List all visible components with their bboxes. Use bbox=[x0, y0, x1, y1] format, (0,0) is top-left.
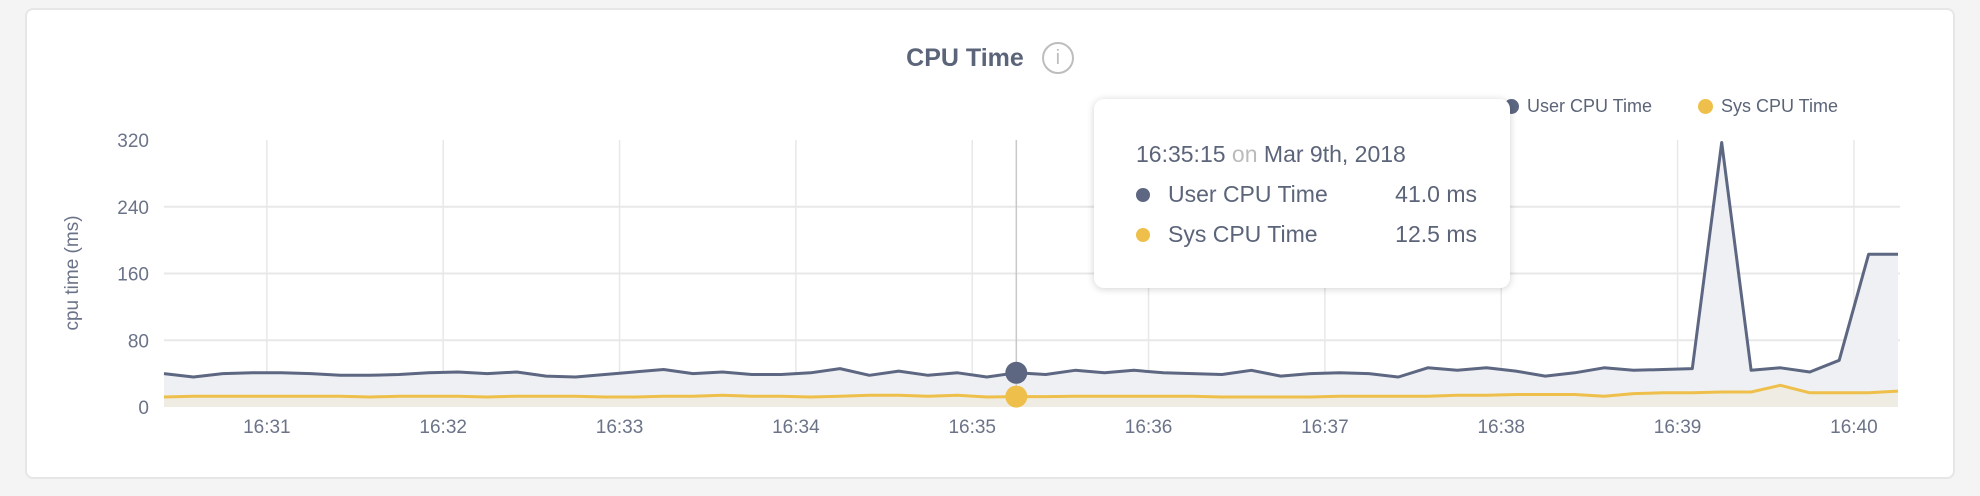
hover-marker-sys bbox=[1005, 385, 1028, 408]
tooltip-label-sys: Sys CPU Time bbox=[1168, 221, 1318, 247]
tooltip-time: 16:35:15 bbox=[1136, 141, 1226, 167]
x-tick-label: 16:37 bbox=[1301, 417, 1349, 438]
tooltip-dot-sys bbox=[1136, 227, 1150, 242]
x-tick-label: 16:34 bbox=[772, 417, 820, 438]
x-tick-label: 16:40 bbox=[1830, 417, 1878, 438]
legend-item-sys[interactable]: Sys CPU Time bbox=[1698, 96, 1838, 117]
info-circle-icon[interactable]: i bbox=[1041, 42, 1074, 74]
tooltip-value-sys: 12.5 ms bbox=[1395, 221, 1477, 247]
y-tick-label: 160 bbox=[117, 265, 149, 286]
tooltip-on: on bbox=[1231, 141, 1258, 167]
hover-tooltip: 16:35:15 on Mar 9th, 2018 User CPU Time … bbox=[1094, 99, 1510, 288]
tooltip-date: Mar 9th, 2018 bbox=[1263, 141, 1406, 167]
legend-dot-sys bbox=[1698, 99, 1713, 114]
chart-title: CPU Time bbox=[906, 43, 1024, 72]
x-tick-label: 16:33 bbox=[596, 417, 644, 438]
legend-label-user: User CPU Time bbox=[1527, 96, 1653, 116]
x-tick-label: 16:35 bbox=[948, 417, 996, 438]
x-tick-label: 16:36 bbox=[1125, 417, 1173, 438]
y-tick-label: 240 bbox=[117, 198, 149, 219]
x-tick-label: 16:39 bbox=[1654, 417, 1702, 438]
legend-item-user[interactable]: User CPU Time bbox=[1504, 96, 1652, 117]
y-tick-label: 80 bbox=[128, 331, 149, 352]
x-tick-label: 16:38 bbox=[1477, 417, 1525, 438]
tooltip-label-user: User CPU Time bbox=[1168, 181, 1328, 207]
hover-marker-user bbox=[1005, 361, 1028, 384]
y-axis-label: cpu time (ms) bbox=[62, 215, 83, 330]
x-tick-label: 16:31 bbox=[243, 417, 291, 438]
y-tick-label: 320 bbox=[117, 131, 149, 152]
chart-title-row: CPU Time i bbox=[0, 42, 1980, 74]
x-tick-label: 16:32 bbox=[419, 417, 467, 438]
user-cpu-line bbox=[163, 141, 1898, 379]
y-tick-label: 0 bbox=[138, 398, 149, 419]
tooltip-row-sys: Sys CPU Time 12.5 ms bbox=[1136, 221, 1510, 248]
user-area bbox=[164, 142, 1898, 407]
tooltip-dot-user bbox=[1136, 187, 1150, 202]
legend-label-sys: Sys CPU Time bbox=[1721, 96, 1839, 116]
tooltip-row-user: User CPU Time 41.0 ms bbox=[1136, 181, 1510, 208]
sys-cpu-line bbox=[163, 383, 1899, 399]
tooltip-header: 16:35:15 on Mar 9th, 2018 bbox=[1136, 141, 1510, 168]
sys-area bbox=[164, 385, 1898, 407]
tooltip-value-user: 41.0 ms bbox=[1395, 181, 1477, 207]
